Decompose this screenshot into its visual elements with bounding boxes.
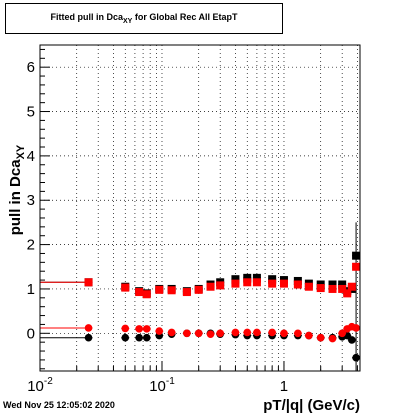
x-tick-label-exponent: -2: [44, 376, 53, 387]
y-tick-label: 6: [27, 59, 35, 76]
series-3-point: [268, 279, 277, 288]
series-3-point: [279, 279, 288, 288]
series-1-point: [352, 324, 360, 332]
series-2-point: [338, 280, 347, 289]
series-3-point: [252, 278, 261, 287]
series-0-point: [121, 333, 130, 342]
x-tick-label-base: 10: [149, 378, 166, 395]
series-1-point: [142, 325, 151, 333]
y-axis-label-main: pull in Dca: [7, 159, 24, 236]
series-3-point: [84, 278, 93, 287]
y-tick-label: 1: [27, 281, 35, 298]
series-0-point: [348, 336, 356, 344]
series-3-point: [121, 283, 130, 292]
x-tick-label-exponent: -1: [166, 376, 175, 387]
x-tick-label: 10-2: [27, 376, 53, 395]
series-3-point: [182, 288, 191, 297]
series-1-point: [135, 325, 143, 333]
series-1-point: [216, 329, 224, 338]
series-1-point: [183, 329, 191, 338]
y-axis-label: pull in DcaXY: [7, 144, 27, 235]
series-1-point: [328, 334, 337, 343]
title-box: Fitted pull in DcaXY for Global Rec All …: [5, 3, 283, 34]
series-1-point: [305, 331, 313, 340]
series-3-point: [142, 290, 151, 299]
y-tick-label: 5: [27, 104, 35, 121]
series-1-point: [121, 324, 130, 333]
timestamp-footer: Wed Nov 25 12:05:02 2020: [3, 400, 115, 410]
series-1-point: [338, 329, 346, 338]
series-1-point: [155, 327, 164, 335]
series-3-point: [231, 279, 240, 288]
series-1-point: [194, 329, 203, 338]
title-suffix: for Global Rec All EtapT: [132, 12, 238, 22]
x-tick-label-base: 10: [27, 378, 44, 395]
series-2-point: [352, 251, 361, 260]
series-1-point: [84, 324, 93, 332]
series-2-point: [268, 275, 277, 284]
series-1-point: [167, 328, 176, 337]
y-tick-label: 2: [27, 237, 35, 254]
series-3-point: [135, 288, 144, 297]
axis-ticks: [39, 48, 358, 371]
series-3-point: [167, 286, 176, 295]
series-1-point: [243, 328, 252, 337]
title-subscript: XY: [122, 17, 133, 25]
series-3-point: [155, 285, 164, 294]
y-tick-label: 0: [27, 325, 35, 342]
series-3-point: [304, 282, 313, 291]
series-0-point: [84, 333, 93, 342]
y-axis-label-subscript: XY: [15, 144, 27, 159]
series-2-point: [231, 275, 240, 284]
y-tick-label: 3: [27, 192, 35, 209]
series-1-point: [231, 328, 240, 337]
series-1-point: [268, 328, 276, 337]
x-axis-label: pT/|q| (GeV/c): [263, 397, 360, 414]
plot-frame: [39, 44, 361, 372]
series-3-point: [194, 285, 203, 294]
series-0-point: [142, 333, 151, 342]
series-3-point: [338, 284, 347, 293]
x-tick-label: 10-1: [149, 376, 175, 395]
series-1-point: [280, 329, 288, 338]
series-1-point: [294, 329, 302, 338]
series-3-point: [347, 282, 356, 291]
chart-title: Fitted pull in DcaXY for Global Rec All …: [6, 12, 282, 25]
y-tick-label: 4: [27, 148, 35, 165]
series-3-point: [316, 284, 325, 293]
series-2-point: [328, 280, 337, 289]
series-2-point: [243, 273, 252, 282]
series-3-point: [328, 284, 337, 293]
series-1-point: [206, 330, 215, 338]
x-tick-label: 1: [280, 378, 288, 395]
series-0-point: [352, 353, 360, 362]
title-main: Fitted pull in Dca: [50, 12, 123, 22]
series-0-point: [135, 333, 143, 342]
series-3-point: [352, 262, 361, 271]
series-1-point: [316, 333, 325, 342]
series-3-point: [206, 282, 215, 291]
series-2-point: [252, 273, 261, 282]
series-3-point: [343, 289, 352, 298]
x-tick-label-base: 1: [280, 378, 288, 395]
series-3-point: [216, 281, 225, 290]
series-3-point: [293, 280, 302, 289]
series-1-point: [253, 328, 261, 337]
series-3-point: [243, 278, 252, 287]
series-layer: [40, 251, 361, 362]
grid: [39, 45, 360, 371]
